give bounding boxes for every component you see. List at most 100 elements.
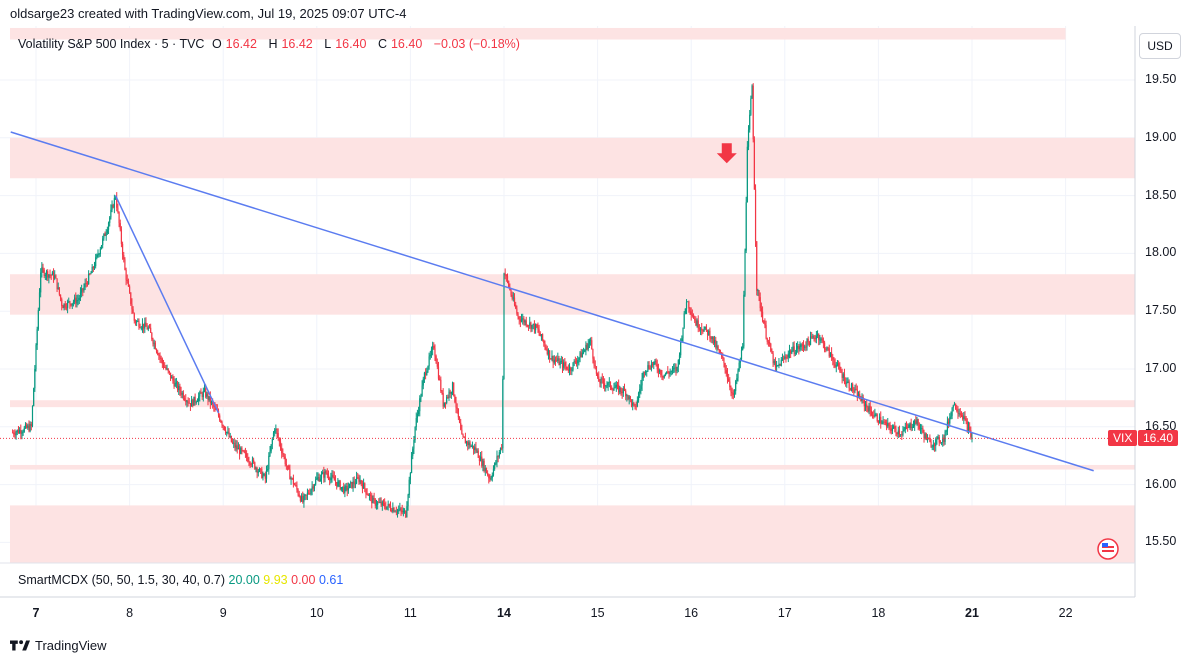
candle-body <box>485 467 488 474</box>
candle <box>698 324 700 332</box>
candle <box>100 244 103 250</box>
candle <box>860 395 862 402</box>
candle-body <box>74 297 76 302</box>
resistance-support-zones <box>10 27 1135 563</box>
candle <box>742 343 744 351</box>
candle <box>895 425 897 437</box>
candle <box>91 264 93 274</box>
tradingview-brand[interactable]: TradingView <box>10 638 107 653</box>
candle-body <box>238 447 241 454</box>
candle-body <box>375 504 378 506</box>
candle-body <box>791 350 793 354</box>
candle <box>116 192 118 212</box>
candle-body <box>677 360 679 367</box>
candle <box>881 420 883 425</box>
candle <box>89 273 91 276</box>
candle <box>23 425 25 433</box>
candle-body <box>86 283 89 285</box>
candle-body <box>838 363 840 367</box>
candle <box>174 378 176 387</box>
candle-body <box>602 379 605 384</box>
candle-body <box>730 387 732 393</box>
candle-body <box>900 434 902 436</box>
candle <box>904 422 906 434</box>
candle <box>463 436 465 439</box>
candle-body <box>859 393 861 399</box>
candle-body <box>106 229 108 234</box>
candle <box>198 392 200 406</box>
candle-body <box>599 381 601 384</box>
candle-body <box>518 316 520 320</box>
candle-body <box>611 387 613 390</box>
candle <box>636 396 638 408</box>
candle-body <box>697 320 699 329</box>
candle-body <box>422 378 424 386</box>
candle-body <box>196 401 199 402</box>
candle-body <box>186 401 188 403</box>
candle-body <box>323 472 325 478</box>
candle-body <box>856 389 858 398</box>
candle <box>770 342 772 353</box>
candle-body <box>657 369 660 373</box>
candle <box>150 323 152 333</box>
candle <box>145 317 147 327</box>
candle <box>962 412 964 421</box>
candle <box>460 418 462 431</box>
candle <box>251 456 254 468</box>
candle-body <box>546 349 548 355</box>
candle-body <box>223 426 225 430</box>
candle-body <box>711 336 713 340</box>
candle-body <box>516 308 518 314</box>
candle <box>572 362 574 372</box>
candle-body <box>753 139 755 190</box>
candle-body <box>957 411 959 414</box>
candle <box>222 424 224 431</box>
candle-body <box>826 347 828 350</box>
candle-body <box>551 355 553 360</box>
candle-body <box>814 338 816 340</box>
candle-body <box>325 471 327 474</box>
currency-button[interactable]: USD <box>1139 33 1181 59</box>
candle <box>589 337 592 346</box>
candle-body <box>739 359 741 363</box>
candle <box>68 297 70 304</box>
indicator-legend[interactable]: SmartMCDX (50, 50, 1.5, 30, 40, 0.7) 20.… <box>18 573 343 587</box>
candle <box>804 344 806 351</box>
candle <box>812 333 814 340</box>
candle <box>916 416 918 426</box>
candle <box>543 339 545 347</box>
candle-body <box>587 343 589 350</box>
candle-body <box>746 146 748 203</box>
candle <box>338 479 340 487</box>
candle <box>373 492 375 504</box>
symbol-legend[interactable]: Volatility S&P 500 Index · 5 · TVC O 16.4… <box>18 37 524 51</box>
candle-body <box>563 362 565 368</box>
candle-body <box>467 441 469 446</box>
candle <box>134 319 137 326</box>
candle-body <box>165 367 167 370</box>
us-flag-icon[interactable] <box>1097 538 1119 560</box>
candle-body <box>864 404 867 407</box>
candle-body <box>444 402 447 404</box>
candle <box>708 329 710 336</box>
candle <box>557 352 559 364</box>
candle <box>247 453 249 463</box>
price-zone <box>10 464 1135 470</box>
candle-body <box>527 325 530 327</box>
candle <box>724 362 726 374</box>
candle <box>484 464 486 476</box>
candle <box>600 376 602 388</box>
candle <box>498 449 500 459</box>
candle <box>398 505 400 515</box>
candle-body <box>75 297 77 304</box>
candle-body <box>684 308 686 314</box>
candle-body <box>940 442 943 443</box>
candle <box>503 272 505 380</box>
candle <box>454 394 456 404</box>
candle-body <box>942 437 944 443</box>
candle-body <box>394 511 396 513</box>
candle-body <box>326 473 328 475</box>
candle-body <box>393 508 395 512</box>
candle <box>469 440 471 449</box>
